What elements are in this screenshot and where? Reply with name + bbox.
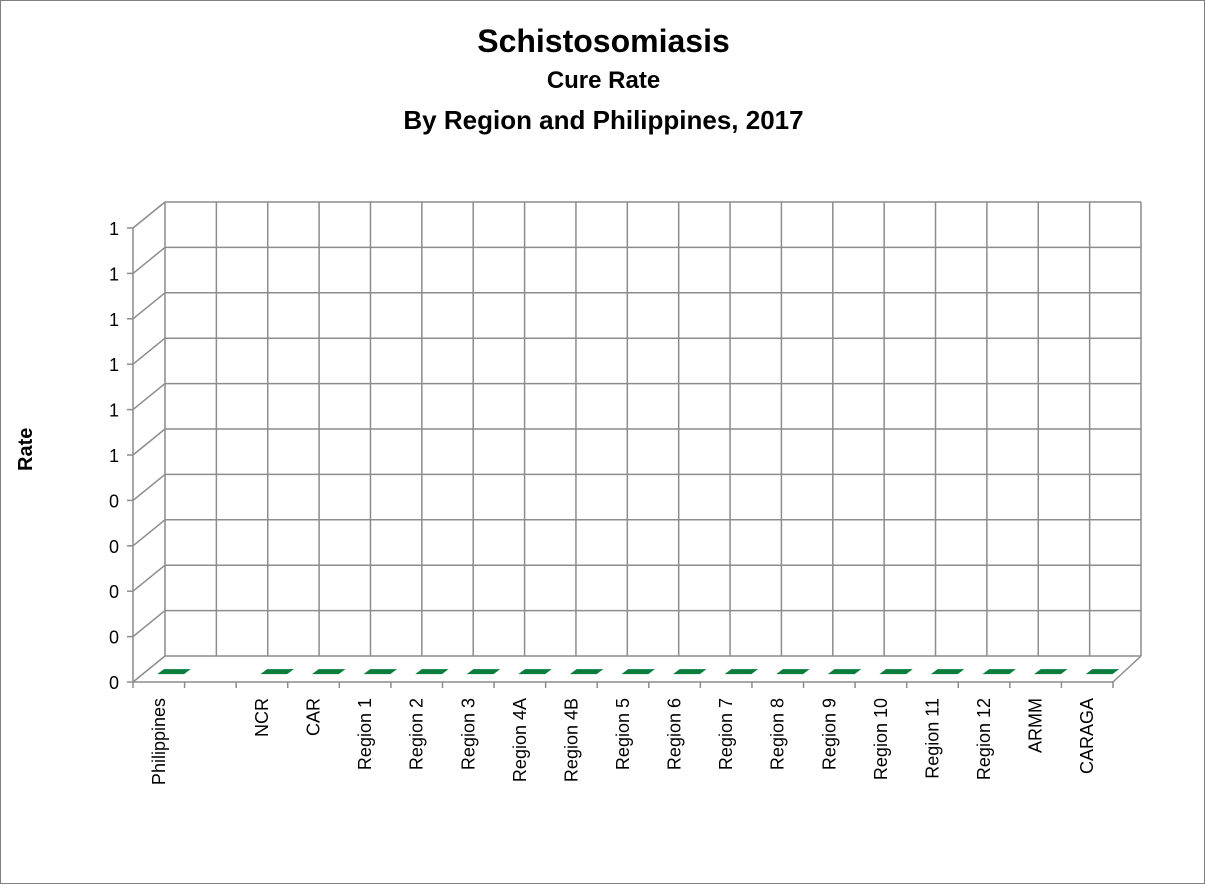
bar-philippines [154,668,194,676]
y-tick-label: 1 [109,355,119,375]
y-tick-label: 1 [109,264,119,284]
x-tick-label: CARAGA [1077,698,1097,774]
gridline-side [132,292,166,320]
chart-subtitle-2: By Region and Philippines, 2017 [403,105,804,135]
chart-axes [127,227,1142,688]
gridline-side [132,246,166,274]
y-tick-label: 0 [109,628,119,648]
x-tick-label: ARMM [1026,698,1046,753]
chart-subtitle: Cure Rate [546,67,661,94]
gridline-side [132,337,166,365]
bar-region-3 [463,668,504,676]
bar-region-7 [721,668,762,676]
x-tick-label: Region 3 [458,698,478,770]
y-tick-label: 0 [109,491,119,511]
bar-region-5 [618,668,658,676]
bar-ncr [257,668,297,676]
bar-region-4a [515,668,555,676]
x-tick-label: Region 11 [922,698,942,779]
floor-right-edge [1112,655,1142,683]
gridline-side [132,610,166,638]
y-tick-label: 1 [109,219,119,239]
gridline-side [132,201,166,229]
x-tick-label: Region 4B [561,698,581,782]
y-tick-label: 1 [109,446,119,466]
chart-title: Schistosomiasis [477,23,730,59]
x-tick-label: Region 2 [407,698,427,770]
gridline-side [132,655,166,683]
x-tick-label: Region 6 [665,698,685,770]
y-tick-label: 1 [109,310,119,330]
bar-region-8 [773,668,813,676]
y-tick-label: 0 [109,537,119,557]
gridline-side [132,519,166,547]
bar-region-2 [412,668,452,676]
x-tick-label: Region 7 [716,698,736,770]
x-tick-label: Region 9 [819,698,839,770]
bar-region-9 [824,668,865,676]
y-tick-label: 1 [109,401,119,421]
bar-region-4b [566,668,607,676]
x-tick-label: CAR [304,698,324,736]
y-tick-labels: 0 0 0 0 0 1 1 1 1 1 1 [109,219,119,693]
bar-car [309,668,349,676]
gridline-side [132,428,166,456]
x-tick-label: Region 5 [613,698,633,770]
gridline-side [132,564,166,592]
x-tick-label: Region 12 [974,698,994,780]
chart-bars [154,668,1123,676]
bar-armm [1031,668,1071,676]
x-tick-label: Philippines [149,698,169,785]
x-tick-label: Region 8 [768,698,788,770]
bar-region-1 [360,668,400,676]
bar-region-10 [876,668,916,676]
bar-caraga [1082,668,1123,676]
x-tick-label: Region 1 [355,698,375,770]
gridline-side [132,473,166,501]
x-tick-label: NCR [252,698,272,737]
y-tick-label: 0 [109,673,119,693]
x-tick-label: Region 10 [871,698,891,780]
bar-region-11 [927,668,968,676]
x-tick-label: Region 4A [510,698,530,782]
chart-gridlines [132,201,1142,683]
x-tick-labels: Philippines NCR CAR Region 1 Region 2 Region … [149,698,1097,785]
bar-region-6 [670,668,710,676]
y-tick-label: 0 [109,582,119,602]
bar-region-12 [979,668,1019,676]
gridline-side [132,383,166,411]
